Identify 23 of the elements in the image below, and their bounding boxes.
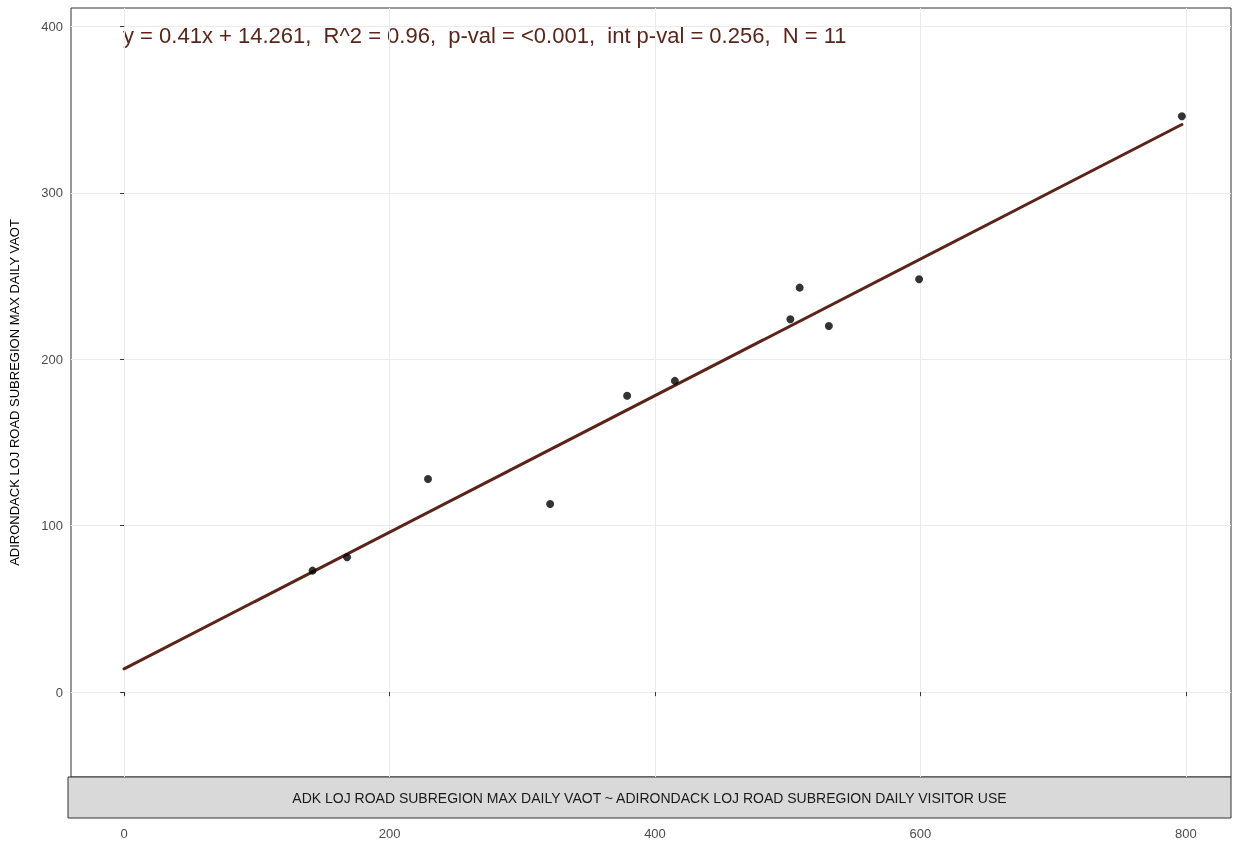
point <box>546 500 555 509</box>
point <box>424 475 433 484</box>
point <box>1177 112 1186 121</box>
point <box>670 376 679 385</box>
y-tick-label: 100 <box>41 518 63 534</box>
text: ADK LOJ ROAD SUBREGION MAX DAILY VAOT ~ ADIRONDACK LOJ ROAD SUBREGION DAILY VISITOR USE <box>292 790 1007 806</box>
x-tick-label: 0 <box>120 826 128 841</box>
x-tick-label: 600 <box>909 826 932 841</box>
point <box>343 553 352 562</box>
point <box>623 391 632 400</box>
y-tick-label: 200 <box>41 351 63 367</box>
y-tick-label: 0 <box>55 684 63 700</box>
point <box>786 315 795 324</box>
point <box>308 566 317 575</box>
x-tick-label: 200 <box>378 826 401 841</box>
point <box>795 283 804 292</box>
x-tick-label: 800 <box>1175 826 1197 841</box>
x-tick-label: 400 <box>644 826 666 841</box>
point <box>915 275 924 284</box>
y-axis-title: ADIRONDACK LOJ ROAD SUBREGION MAX DAILY VAOT <box>7 219 22 566</box>
y-tick-label: 400 <box>41 18 63 34</box>
y-tick-label: 300 <box>41 185 63 201</box>
point <box>824 321 833 330</box>
